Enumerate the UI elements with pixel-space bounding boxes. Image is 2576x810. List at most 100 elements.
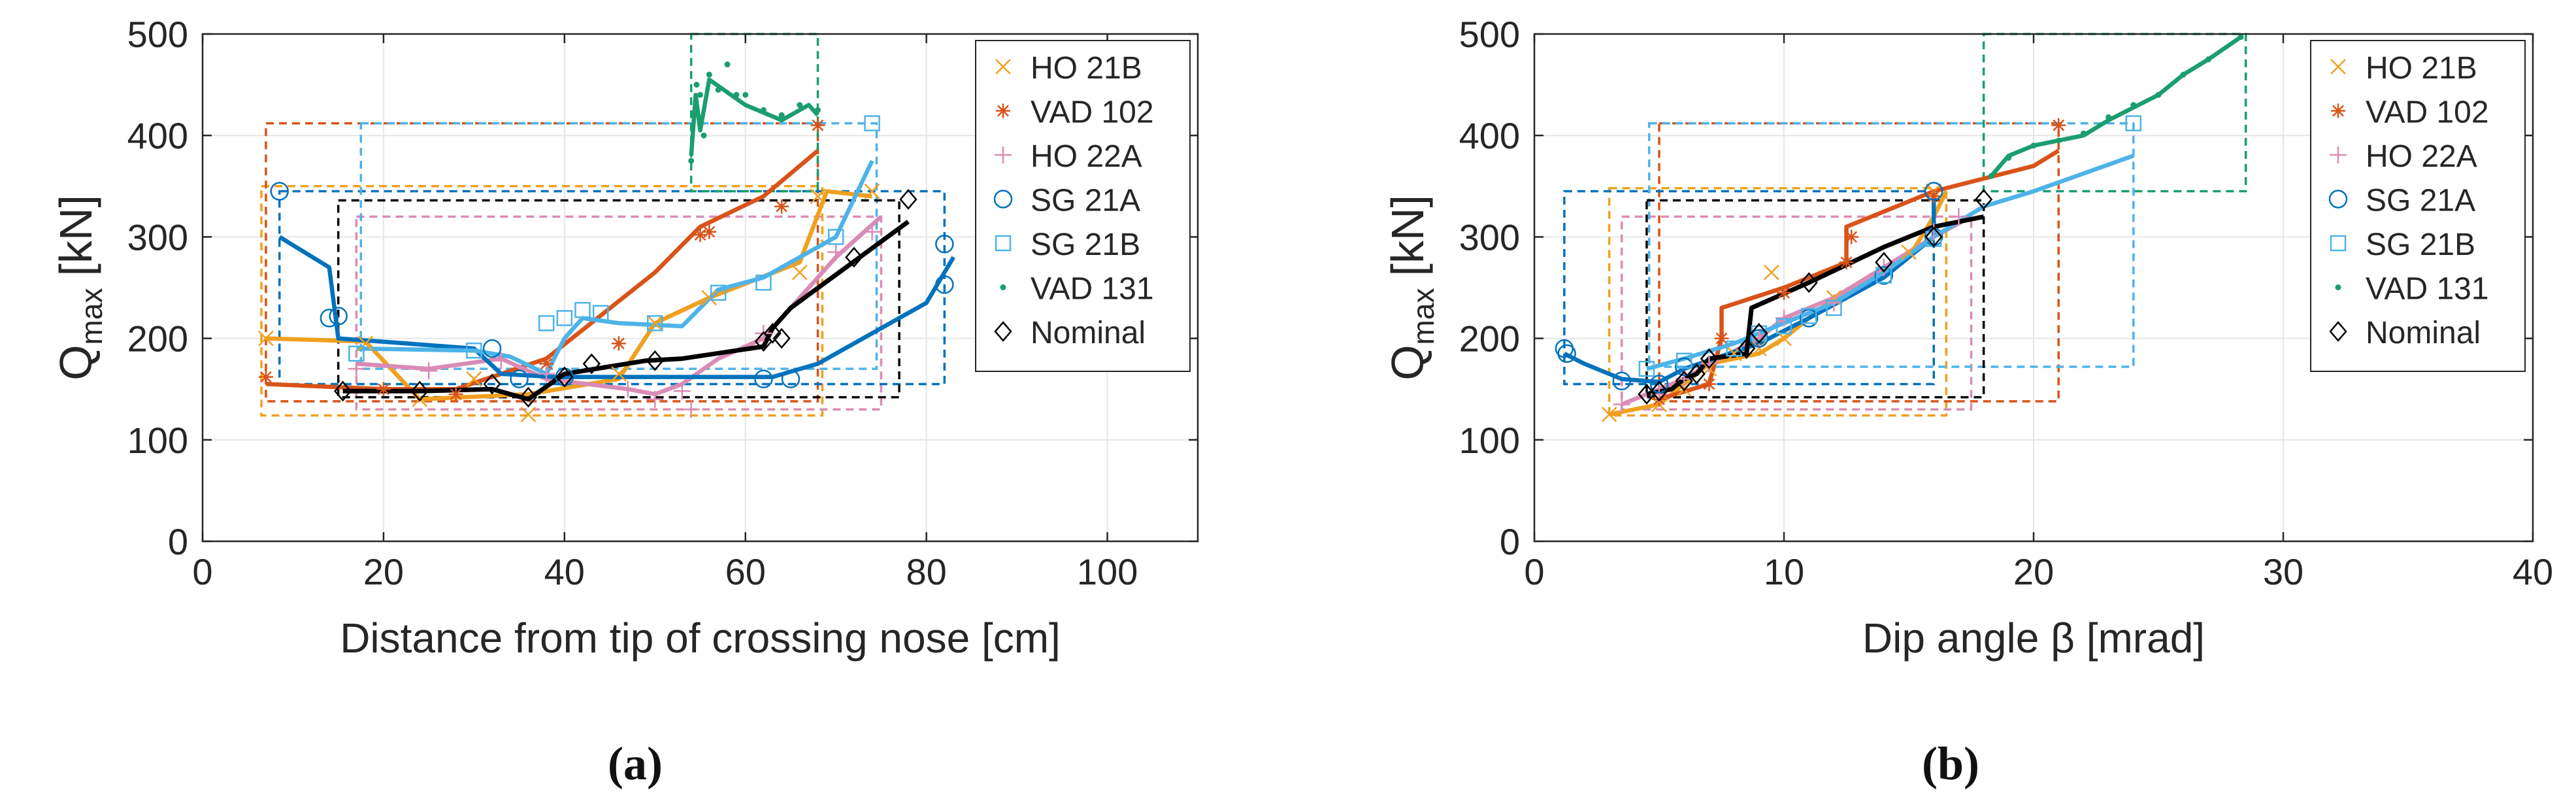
data-point-nominal (483, 373, 501, 395)
legend-label: SG 21B (1031, 228, 1140, 262)
legend-label: VAD 131 (2366, 272, 2489, 307)
data-point-sg-21b (538, 315, 555, 331)
data-point-ho-22a (1825, 294, 1843, 312)
panel-caption: (a) (608, 737, 663, 790)
data-point-ho-21b (466, 371, 482, 387)
data-point-sg-21a (1874, 266, 1894, 285)
data-point-nominal (1687, 363, 1706, 384)
series-line-nominal (342, 220, 910, 402)
data-point-vad-102 (810, 118, 825, 133)
data-point-ho-22a (420, 362, 438, 380)
legend-box (975, 40, 1191, 372)
legend-label: SG 21A (2366, 184, 2475, 218)
data-point-vad-131 (760, 107, 767, 113)
data-point-ho-21b (357, 335, 374, 352)
legend-box (2310, 40, 2526, 372)
legend-item-vad-102: VAD 102 (996, 95, 1154, 130)
data-point-vad-131 (1988, 173, 1994, 179)
x-tick-label: 40 (2513, 551, 2553, 592)
range-box-ho-22a (1620, 215, 1973, 411)
data-point-sg-21a (329, 307, 348, 326)
legend-label: SG 21A (1031, 184, 1140, 218)
range-box-sg-21a (278, 190, 946, 386)
data-point-sg-21b (710, 284, 727, 301)
x-tick-label: 20 (363, 551, 404, 592)
legend-marker-vad-102 (996, 103, 1010, 118)
series-line-sg-21b (1646, 154, 2134, 371)
y-tick-label: 100 (1459, 420, 1520, 461)
y-tick-label: 400 (1459, 115, 1520, 156)
data-point-nominal (1650, 380, 1668, 402)
legend-marker-ho-22a (2330, 146, 2347, 163)
legend-label: Nominal (2366, 316, 2481, 350)
legend-marker-nominal (2329, 321, 2347, 342)
data-point-nominal (1700, 348, 1719, 369)
data-point-sg-21b (1800, 308, 1817, 324)
data-point-sg-21a (1674, 357, 1694, 377)
data-point-vad-102 (1702, 377, 1717, 392)
data-point-ho-22a (673, 382, 691, 400)
range-box-nominal (337, 199, 900, 399)
data-point-sg-21b (827, 229, 844, 245)
range-box-ho-22a (355, 215, 883, 411)
legend-label: VAD 102 (2366, 95, 2489, 130)
data-point-nominal (1974, 189, 1993, 210)
legend-label: Nominal (1031, 316, 1146, 350)
legend-item-vad-131: VAD 131 (1000, 272, 1154, 307)
series-line-vad-131 (689, 77, 819, 156)
data-point-ho-21b (1901, 244, 1917, 260)
data-point-vad-102 (1839, 255, 1854, 270)
data-point-sg-21a (1749, 329, 1769, 348)
data-point-vad-131 (2130, 102, 2137, 109)
legend: HO 21B VAD 102 HO 22A SG 21A SG 21B VAD 131 No… (975, 40, 1191, 372)
data-point-vad-102 (702, 224, 717, 239)
data-point-nominal (763, 322, 782, 344)
legend-marker-ho-21b (995, 59, 1011, 75)
panel-caption: (b) (1922, 737, 1979, 790)
data-point-sg-21b (1875, 267, 1892, 284)
data-point-vad-131 (2006, 154, 2012, 161)
data-point-vad-131 (693, 82, 700, 88)
data-point-sg-21b (466, 342, 482, 359)
data-point-vad-131 (691, 112, 697, 118)
data-point-ho-21b (1601, 407, 1617, 422)
data-point-nominal (646, 350, 664, 371)
data-point-vad-102 (1777, 285, 1791, 300)
data-point-ho-21b (520, 407, 537, 422)
data-point-sg-21b (2125, 115, 2142, 131)
legend-label: VAD 102 (1031, 95, 1154, 130)
x-tick-label: 10 (1764, 551, 1804, 592)
series-line-nominal (1646, 214, 1985, 397)
x-tick-label: 30 (2263, 551, 2304, 592)
data-point-sg-21a (935, 275, 954, 294)
data-point-nominal (1875, 252, 1893, 273)
data-point-sg-21b (1676, 352, 1693, 369)
data-point-vad-102 (258, 369, 273, 384)
legend-label: SG 21B (2366, 228, 2475, 262)
data-point-sg-21b (1726, 340, 1742, 357)
legend-item-sg-21b: SG 21B (2330, 228, 2475, 262)
y-tick-label: 300 (127, 216, 188, 258)
data-point-vad-131 (2030, 143, 2037, 149)
data-point-vad-131 (797, 102, 803, 109)
data-point-sg-21a (320, 309, 339, 328)
data-point-nominal (1800, 272, 1818, 294)
data-point-ho-21b (791, 264, 808, 280)
data-point-nominal (1675, 370, 1693, 392)
legend-label: HO 21B (1031, 51, 1142, 86)
data-point-nominal (555, 366, 574, 388)
data-point-vad-131 (724, 61, 731, 68)
data-point-sg-21b (647, 315, 663, 331)
data-point-ho-22a (1950, 208, 1968, 226)
data-point-sg-21a (754, 369, 773, 388)
legend-item-sg-21a: SG 21A (2328, 184, 2475, 218)
legend-marker-nominal (994, 321, 1012, 342)
data-point-vad-131 (701, 132, 707, 139)
data-point-sg-21a (781, 369, 801, 388)
legend-marker-ho-21b (2330, 59, 2346, 75)
range-box-vad-102 (265, 122, 819, 403)
data-point-ho-21b (1751, 341, 1767, 357)
data-point-sg-21a (482, 339, 502, 358)
data-point-vad-131 (706, 71, 712, 78)
